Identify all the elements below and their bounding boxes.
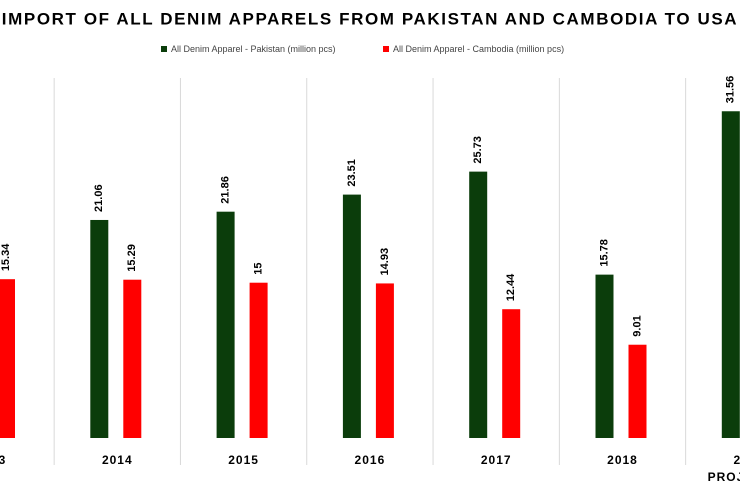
bar <box>469 171 488 438</box>
x-tick-note: PROJECTED <box>708 470 740 484</box>
x-tick-label: 2013 <box>0 453 6 467</box>
bar <box>249 282 268 438</box>
x-tick-label: 2016 <box>355 453 386 467</box>
x-tick-label: 2018 <box>607 453 638 467</box>
bar <box>342 194 361 438</box>
value-label: 15.34 <box>0 243 12 271</box>
x-tick-label: 2019 <box>733 453 740 467</box>
bar <box>216 211 235 438</box>
chart-title: IMPORT OF ALL DENIM APPARELS FROM PAKIST… <box>2 9 738 28</box>
value-label: 15 <box>253 262 265 274</box>
bar <box>628 344 647 438</box>
bar <box>502 309 521 438</box>
bar <box>0 279 15 438</box>
value-label: 15.78 <box>598 239 610 267</box>
value-label: 14.93 <box>379 248 391 276</box>
x-tick-label: 2014 <box>102 453 133 467</box>
bar <box>595 274 614 438</box>
legend-swatch <box>161 46 167 52</box>
value-label: 21.86 <box>220 176 232 204</box>
value-label: 31.56 <box>725 76 737 104</box>
x-tick-label: 2017 <box>481 453 512 467</box>
value-label: 21.06 <box>93 184 105 212</box>
value-label: 25.73 <box>472 136 484 164</box>
value-label: 23.51 <box>346 159 358 187</box>
value-label: 15.29 <box>126 244 138 272</box>
value-label: 12.44 <box>505 273 517 301</box>
legend-swatch <box>383 46 389 52</box>
x-tick-label: 2015 <box>228 453 259 467</box>
bar <box>123 279 142 438</box>
legend-label: All Denim Apparel - Pakistan (million pc… <box>171 44 336 54</box>
bar <box>721 111 740 439</box>
legend-label: All Denim Apparel - Cambodia (million pc… <box>393 44 564 54</box>
value-label: 9.01 <box>631 315 643 336</box>
bar <box>90 219 109 438</box>
bar <box>375 283 394 438</box>
